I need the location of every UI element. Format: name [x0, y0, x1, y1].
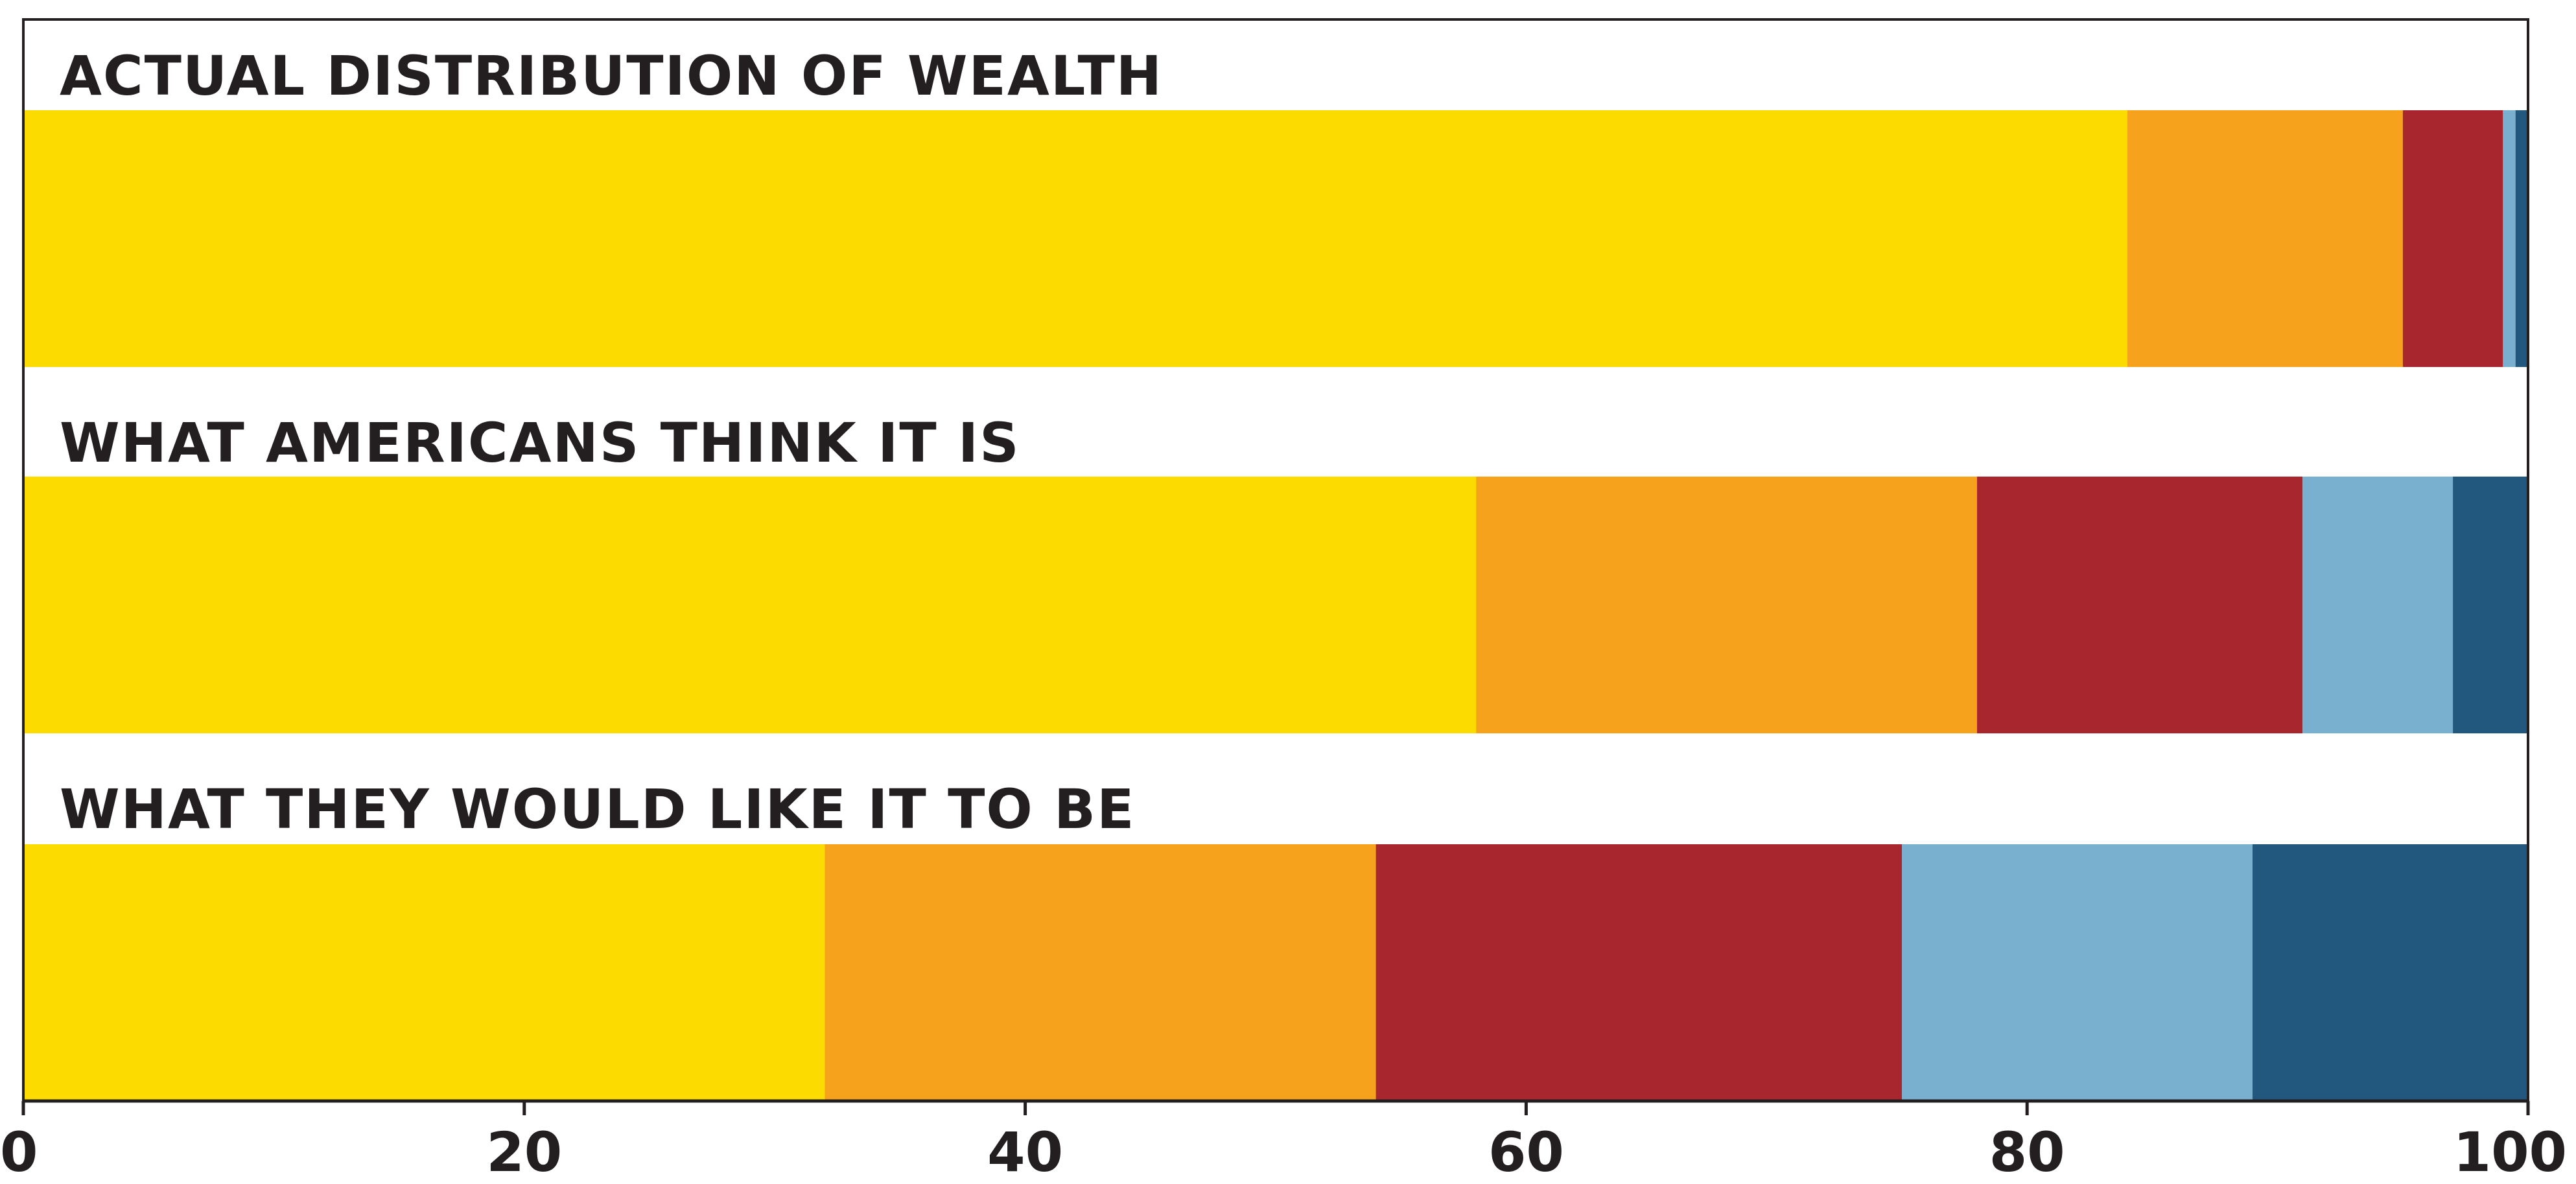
- bar-segment-row3-series4: [1902, 844, 2253, 1101]
- bar-segment-row2-series2: [1476, 477, 1977, 733]
- bar-segment-row2-series1: [23, 477, 1477, 733]
- x-tick-label-100: 100: [2453, 1120, 2567, 1184]
- bar-segment-row1-series3: [2402, 110, 2503, 367]
- bar-segment-row2-series4: [2302, 477, 2453, 733]
- bar-segment-row2-series3: [1976, 477, 2303, 733]
- chart-frame: [22, 18, 2529, 1101]
- row-label-1: ACTUAL DISTRIBUTION OF WEALTH: [60, 44, 1163, 108]
- plot-border: [22, 18, 2529, 1101]
- bar-segment-row3-series2: [825, 844, 1376, 1101]
- bar-segment-row1-series2: [2127, 110, 2403, 367]
- x-tick-label-60: 60: [1488, 1120, 1564, 1184]
- row-label-3: WHAT THEY WOULD LIKE IT TO BE: [60, 777, 1135, 841]
- bar-segment-row1-series1: [23, 110, 2127, 367]
- bars-layer: [23, 110, 2528, 1101]
- row-label-2: WHAT AMERICANS THINK IT IS: [60, 411, 1020, 475]
- bar-segment-row3-series1: [23, 844, 825, 1101]
- bar-segment-row2-series5: [2453, 477, 2528, 733]
- x-tick-label-40: 40: [987, 1120, 1063, 1184]
- bar-segment-row1-series5: [2515, 110, 2528, 367]
- bar-segment-row3-series5: [2252, 844, 2528, 1101]
- bar-segment-row3-series3: [1376, 844, 1902, 1101]
- x-axis: 0 20 40 60 80 100: [0, 1099, 2567, 1184]
- bar-segment-row1-series4: [2503, 110, 2516, 367]
- x-tick-label-20: 20: [486, 1120, 562, 1184]
- x-tick-label-0: 0: [0, 1120, 38, 1184]
- x-tick-label-80: 80: [1989, 1120, 2065, 1184]
- row-labels-layer: ACTUAL DISTRIBUTION OF WEALTH WHAT AMERIC…: [60, 44, 1163, 841]
